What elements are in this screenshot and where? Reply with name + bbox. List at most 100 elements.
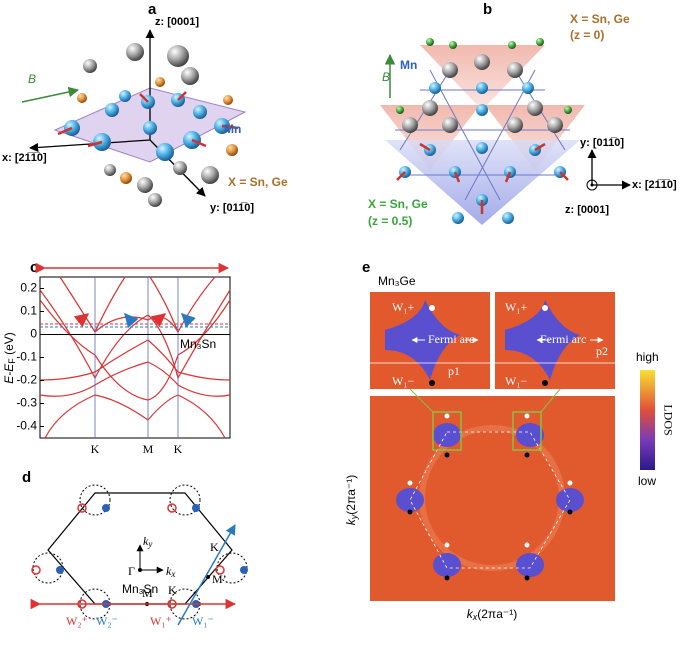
label-part: F bbox=[7, 358, 17, 364]
label-part: k bbox=[467, 607, 474, 621]
z-axis bbox=[590, 183, 594, 187]
panel-label: e bbox=[362, 259, 370, 276]
zoom-line bbox=[409, 388, 434, 413]
label-part: k bbox=[166, 564, 172, 578]
point-label: p2 bbox=[596, 344, 608, 358]
bands bbox=[39, 276, 231, 439]
y-axis-label: E-EF (eV) bbox=[2, 332, 17, 384]
field-arrow bbox=[21, 86, 80, 103]
colorbar-label: high bbox=[636, 350, 659, 364]
point-label: p1 bbox=[448, 364, 460, 378]
k-label: K bbox=[210, 540, 219, 554]
weyl-point bbox=[542, 380, 548, 386]
atom-label: X = Sn, Ge bbox=[228, 175, 288, 189]
axis-label: kx bbox=[166, 564, 175, 579]
weyl-points bbox=[407, 413, 573, 581]
arrow bbox=[181, 313, 196, 328]
weyl-point bbox=[542, 305, 548, 311]
compound: Mn₃Ge bbox=[378, 274, 416, 288]
y-tick-label: -0.4 bbox=[16, 419, 37, 433]
atoms bbox=[57, 43, 239, 207]
colorbar-title: LDOS bbox=[661, 404, 675, 435]
axis-label: y: [011̅0] bbox=[580, 137, 624, 149]
arc-label: Fermi arc bbox=[540, 332, 586, 346]
panel-c: c Mn₃Sn K M K E-EF (eV) 0.2 0.1 0 -0.1 -0.2 -… bbox=[2, 259, 231, 456]
x-axis bbox=[29, 139, 151, 152]
arc-label: Fermi arc bbox=[428, 332, 474, 346]
y-tick-label: -0.3 bbox=[16, 396, 37, 410]
compound: Mn₃Sn bbox=[122, 582, 158, 596]
axis-label: x: [21̅1̅0] bbox=[2, 152, 47, 164]
panel-label: a bbox=[148, 1, 157, 18]
weyl-label: W₂⁻ bbox=[96, 614, 118, 628]
z-axis bbox=[586, 179, 598, 191]
weyl-label: W₁+ bbox=[505, 300, 528, 314]
y-tick-label: 0.2 bbox=[20, 281, 37, 295]
weyl-label: W₁⁻ bbox=[192, 614, 214, 628]
atom-label: (z = 0.5) bbox=[368, 214, 412, 228]
panel-label: c bbox=[30, 259, 38, 276]
label-part: k bbox=[344, 518, 358, 525]
arrow bbox=[124, 312, 139, 329]
y-tick-label: 0.1 bbox=[20, 304, 37, 318]
atom-label: Mn bbox=[224, 122, 241, 136]
label-part: k bbox=[143, 534, 149, 548]
k-label: M bbox=[143, 442, 154, 456]
field-label: B bbox=[382, 70, 390, 84]
atom-label: (z = 0) bbox=[570, 28, 604, 42]
zoom-line bbox=[540, 388, 561, 413]
label-part: E-E bbox=[2, 363, 16, 384]
panel-label: d bbox=[22, 469, 31, 486]
label-part: (eV) bbox=[2, 332, 16, 358]
y-tick-label: 0 bbox=[30, 327, 37, 341]
label-part: y bbox=[147, 539, 152, 549]
colorbar bbox=[640, 370, 655, 470]
y-tick-label: -0.1 bbox=[16, 350, 37, 364]
k-label: K bbox=[174, 442, 183, 456]
atom-label: X = Sn, Ge bbox=[368, 197, 428, 211]
brillouin-zone bbox=[409, 431, 571, 569]
label-part: (2πa⁻¹) bbox=[477, 607, 517, 621]
colorbar-label: low bbox=[638, 474, 656, 488]
axis-label: x: [21̅1̅0] bbox=[632, 179, 677, 191]
triangle bbox=[385, 140, 580, 225]
arrow bbox=[150, 313, 167, 328]
weyl-label: W₁+ bbox=[392, 300, 415, 314]
ldos-blobs bbox=[396, 423, 584, 577]
axis-label: z: [0001] bbox=[565, 204, 609, 216]
axis-label: ky(2πa⁻¹) bbox=[344, 475, 359, 525]
k-label: K bbox=[91, 442, 100, 456]
label-part: (2πa⁻¹) bbox=[344, 475, 358, 515]
atom-label: Mn bbox=[400, 58, 417, 72]
weyl-label: W₁⁺ bbox=[150, 614, 172, 628]
weyl-label: W₁− bbox=[505, 374, 528, 388]
k-label: M bbox=[142, 586, 153, 600]
panel-a: a z: [0001] x: [21̅1̅0] y: [011̅0] B Mn … bbox=[2, 1, 288, 214]
k-label: K bbox=[168, 583, 177, 597]
label-part: x bbox=[170, 569, 175, 579]
atoms bbox=[396, 38, 572, 224]
label-part: x bbox=[472, 612, 478, 622]
path-arrow bbox=[177, 524, 236, 626]
atom-label: X = Sn, Ge bbox=[570, 12, 630, 26]
compound: Mn₃Sn bbox=[180, 337, 216, 351]
plot-frame bbox=[39, 276, 231, 439]
arrow bbox=[73, 313, 90, 328]
field-label: B bbox=[28, 72, 36, 86]
gamma-label: Γ bbox=[128, 564, 135, 578]
axis-label: ky bbox=[143, 534, 152, 549]
axis-label: kx(2πa⁻¹) bbox=[467, 607, 517, 622]
zoom-box bbox=[512, 411, 542, 451]
y-tick-label: -0.2 bbox=[16, 373, 37, 387]
panel-d: d ky kx Γ Mn₃Sn K M’ K M W₂⁺ W₂⁻ W₁⁺ W₁⁻ bbox=[22, 469, 248, 628]
panel-label: b bbox=[483, 1, 492, 18]
panel-b: b X = Sn, Ge (z = 0) B Mn y: [011̅0] x: … bbox=[368, 1, 677, 228]
weyl-label: W₁− bbox=[392, 374, 415, 388]
axis-label: z: [0001] bbox=[155, 16, 199, 28]
triangle bbox=[420, 45, 545, 110]
weyl-point bbox=[429, 305, 435, 311]
label-part: y bbox=[349, 514, 359, 520]
panel-e: e Mn₃Ge W₁+ W₁− Fermi arc p1 W₁+ W₁− Fer… bbox=[344, 259, 675, 622]
zoom-box bbox=[432, 411, 462, 451]
